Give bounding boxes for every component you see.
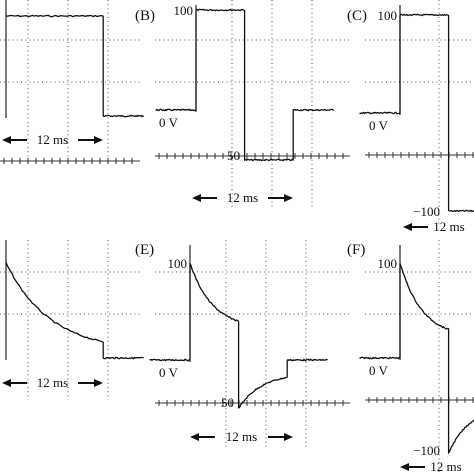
- waveform-trace: [359, 13, 474, 213]
- time-scale-label: 12 ms: [227, 190, 258, 205]
- time-scale-label: 12 ms: [430, 459, 461, 474]
- level-label: 100: [168, 256, 188, 271]
- panel-e: (E) 100 50 0 V 12 ms: [135, 240, 350, 450]
- baseline-label: 0 V: [159, 115, 179, 130]
- scale-arrowhead: [2, 379, 11, 387]
- scale-arrowhead: [2, 136, 11, 144]
- baseline-label: 0 V: [369, 363, 389, 378]
- level-label: 100: [174, 3, 194, 18]
- scale-arrowhead: [284, 194, 293, 202]
- waveform-trace: [5, 262, 144, 360]
- scale-arrowhead: [190, 433, 199, 441]
- waveform-trace: [149, 262, 328, 409]
- panel-label: (C): [347, 8, 367, 24]
- scale-arrowhead: [94, 136, 103, 144]
- waveform-trace: [155, 8, 335, 162]
- panel-f: (F) 100 −100 0 V 12 ms: [347, 240, 474, 474]
- level-label: −100: [413, 204, 440, 219]
- scale-arrowhead: [94, 379, 103, 387]
- panel-d: 12 ms: [0, 240, 144, 400]
- panel-label: (B): [135, 8, 155, 24]
- level-label: −100: [413, 443, 440, 458]
- baseline-label: 0 V: [369, 118, 389, 133]
- level-label: 100: [378, 8, 398, 23]
- level-label: 50: [227, 148, 240, 163]
- panel-label: (F): [347, 242, 365, 258]
- panel-a: 12 ms: [0, 0, 145, 164]
- level-label: 50: [221, 395, 234, 410]
- waveform-trace: [359, 262, 474, 454]
- scale-arrowhead: [400, 463, 409, 471]
- time-scale-label: 12 ms: [37, 375, 68, 390]
- scale-arrowhead: [403, 223, 412, 231]
- time-scale-label: 12 ms: [37, 132, 68, 147]
- scale-arrowhead: [192, 194, 201, 202]
- scale-arrowhead: [284, 433, 293, 441]
- panel-b: (B) 100 50 0 V 12 ms: [135, 0, 350, 210]
- time-scale-label: 12 ms: [226, 429, 257, 444]
- waveform-trace: [5, 14, 145, 118]
- panel-c: (C) 100 −100 0 V 12 ms: [347, 0, 474, 234]
- baseline-label: 0 V: [159, 365, 179, 380]
- level-label: 100: [378, 256, 398, 271]
- panel-label: (E): [135, 242, 154, 258]
- time-scale-label: 12 ms: [433, 219, 464, 234]
